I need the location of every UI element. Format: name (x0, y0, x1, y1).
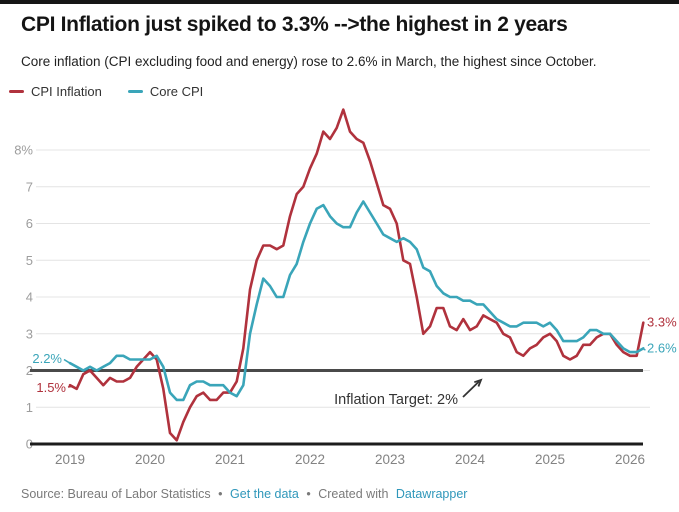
x-tick-label: 2019 (55, 452, 85, 467)
cpi-start-label: 1.5% (36, 380, 66, 395)
x-tick-label: 2020 (135, 452, 165, 467)
target-arrow (462, 380, 480, 398)
y-tick-label: 0 (26, 437, 33, 452)
core-start-label: 2.2% (32, 351, 62, 366)
y-tick-label: 7 (26, 179, 33, 194)
y-tick-label: 2 (26, 363, 33, 378)
legend: CPI Inflation Core CPI (9, 84, 203, 99)
datawrapper-link[interactable]: Datawrapper (395, 487, 468, 501)
footer-separator: • (306, 487, 311, 501)
legend-item-core-cpi: Core CPI (127, 84, 204, 99)
footer-separator: • (218, 487, 223, 501)
created-with-text: Created with (318, 487, 389, 501)
target-arrow-head (474, 378, 483, 387)
x-tick-label: 2021 (215, 452, 245, 467)
chart-subtitle: Core inflation (CPI excluding food and e… (21, 54, 597, 69)
core-end-label: 2.6% (647, 340, 677, 355)
footer: Source: Bureau of Labor Statistics • Get… (21, 487, 467, 501)
y-tick-label: 5 (26, 253, 33, 268)
inflation-target-label: Inflation Target: 2% (334, 392, 458, 408)
y-tick-label: 6 (26, 216, 33, 231)
core-start-connector (63, 358, 71, 364)
cpi-line (68, 108, 645, 442)
top-border (0, 0, 679, 4)
get-the-data-link[interactable]: Get the data (230, 487, 299, 501)
cpi-line-swatch (9, 90, 24, 93)
y-tick-label: 8% (14, 143, 33, 158)
chart-title: CPI Inflation just spiked to 3.3% -->the… (21, 13, 568, 36)
cpi-start-connector (67, 385, 74, 388)
y-tick-label: 1 (26, 400, 33, 415)
x-tick-label: 2026 (615, 452, 645, 467)
core-cpi-line (68, 200, 645, 402)
x-tick-label: 2024 (455, 452, 486, 467)
x-tick-label: 2022 (295, 452, 325, 467)
x-tick-label: 2023 (375, 452, 405, 467)
legend-label-core-cpi: Core CPI (149, 84, 204, 99)
legend-item-cpi: CPI Inflation (9, 84, 102, 99)
y-tick-label: 3 (26, 326, 33, 341)
source-text: Source: Bureau of Labor Statistics (21, 487, 211, 501)
x-tick-label: 2025 (535, 452, 565, 467)
core-end-connector (643, 348, 646, 351)
y-tick-label: 4 (26, 290, 33, 305)
cpi-end-label: 3.3% (647, 315, 677, 330)
legend-label-cpi: CPI Inflation (31, 84, 102, 99)
core-cpi-line-swatch (127, 90, 143, 93)
